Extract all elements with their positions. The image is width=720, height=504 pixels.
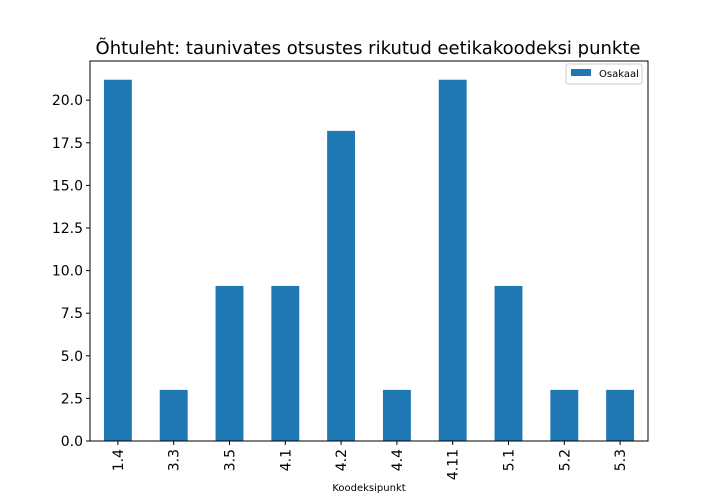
bar-3-3 (159, 389, 188, 441)
y-tick-label: 0.0 (61, 434, 83, 450)
y-tick-label: 5.0 (61, 349, 83, 365)
bar-5-1 (494, 285, 523, 441)
y-tick-label: 15.0 (52, 178, 83, 194)
y-tick-label: 7.5 (61, 306, 83, 322)
x-axis: 1.4 3.3 3.5 4.1 4.2 4.4 4.11 5.1 5.2 5.3 (111, 441, 629, 480)
y-tick-label: 10.0 (52, 264, 83, 280)
y-axis: 0.0 2.5 5.0 7.5 10.0 12.5 15.0 17.5 20.0 (52, 93, 90, 450)
x-tick-label: 5.3 (613, 449, 629, 471)
legend: Osakaal (565, 63, 643, 85)
y-tick-label: 12.5 (52, 221, 83, 237)
y-tick-label: 17.5 (52, 136, 83, 152)
bar-5-3 (606, 389, 635, 441)
bar-1-4 (103, 79, 132, 442)
bar-4-1 (271, 285, 300, 441)
x-tick-label: 3.3 (167, 449, 183, 471)
bar-5-2 (550, 389, 579, 441)
x-tick-label: 4.11 (446, 449, 462, 480)
bar-4-4 (382, 389, 411, 441)
bars-group (103, 79, 635, 442)
x-tick-label: 5.1 (502, 449, 518, 471)
x-tick-label: 3.5 (223, 449, 239, 471)
x-axis-label: Koodeksipunkt (332, 483, 405, 494)
y-tick-label: 2.5 (61, 391, 83, 407)
legend-entry-osakaal: Osakaal (599, 69, 639, 80)
x-tick-label: 4.2 (334, 449, 350, 471)
x-tick-label: 5.2 (557, 449, 573, 471)
x-tick-label: 1.4 (111, 449, 127, 471)
bar-4-11 (438, 79, 467, 442)
x-tick-label: 4.4 (390, 449, 406, 471)
bar-4-2 (327, 130, 356, 441)
x-tick-label: 4.1 (278, 449, 294, 471)
chart-title: Õhtuleht: taunivates otsustes rikutud ee… (96, 37, 641, 59)
y-tick-label: 20.0 (52, 93, 83, 109)
plot-frame (89, 60, 649, 442)
legend-swatch (571, 69, 591, 76)
bar-3-5 (215, 285, 244, 441)
